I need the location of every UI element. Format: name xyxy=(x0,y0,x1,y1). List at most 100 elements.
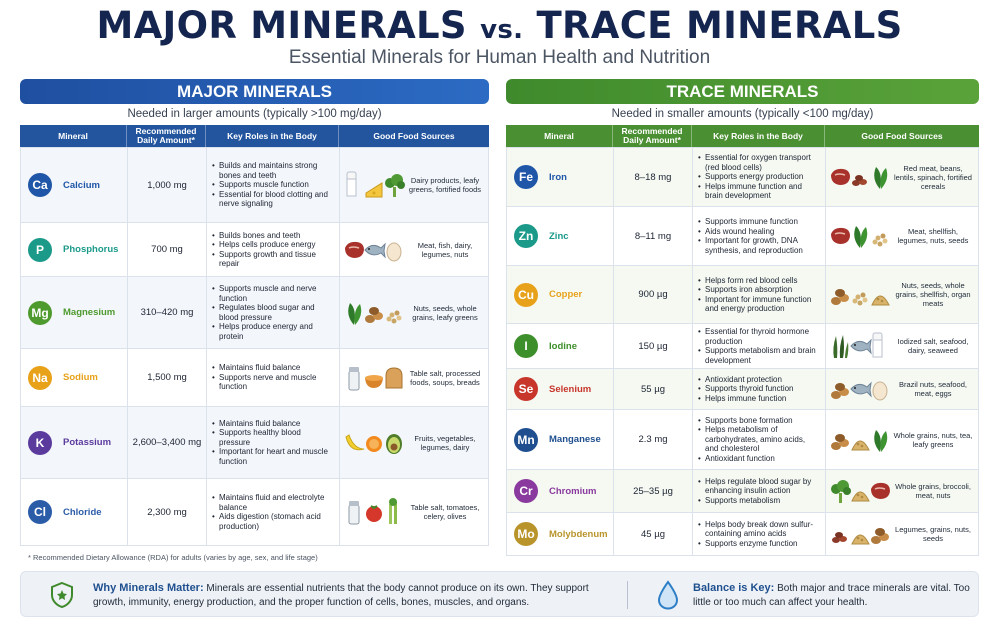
page-subtitle: Essential Minerals for Human Health and … xyxy=(288,47,711,68)
key-roles: Supports muscle and nerve functionRegula… xyxy=(207,277,340,348)
food-sources-text: Nuts, seeds, whole grains, leafy greens xyxy=(412,303,478,322)
mineral-name: Zinc xyxy=(549,230,569,242)
divider xyxy=(627,581,628,609)
col-roles: Key Roles in the Body xyxy=(206,125,339,147)
roles-list: Helps body break down sulfur-containing … xyxy=(698,520,820,549)
key-roles: Essential for thyroid hormone production… xyxy=(693,324,826,368)
key-roles: Supports immune functionAids wound heali… xyxy=(693,207,826,265)
beans-icon xyxy=(832,532,847,543)
role-item: Maintains fluid balance xyxy=(212,363,334,373)
mineral-cell: Cl Chloride xyxy=(21,479,128,545)
fish-icon xyxy=(850,381,872,398)
role-item: Supports immune function xyxy=(698,217,820,227)
daily-amount: 2.3 mg xyxy=(614,410,693,469)
element-symbol-badge: Fe xyxy=(514,165,538,189)
major-table-body: Ca Calcium 1,000 mg Builds and maintains st… xyxy=(20,147,489,546)
role-item: Essential for blood clotting and nerve s… xyxy=(212,190,334,209)
role-item: Maintains fluid and electrolyte balance xyxy=(212,493,334,512)
food-sources-text: Iodized salt, seafood, dairy, seaweed xyxy=(897,337,969,355)
key-roles: Helps form red blood cellsSupports iron … xyxy=(693,266,826,323)
spinach-icon xyxy=(348,302,362,325)
role-item: Maintains fluid balance xyxy=(212,419,334,429)
daily-amount: 1,000 mg xyxy=(128,148,207,222)
element-symbol-badge: P xyxy=(28,237,52,262)
food-sources: Table salt, processed foods, soups, brea… xyxy=(340,349,488,406)
daily-amount: 8–18 mg xyxy=(614,148,693,206)
food-sources-text: Nuts, seeds, whole grains, shellfish, or… xyxy=(895,281,971,308)
fish-icon xyxy=(364,242,386,258)
major-note: Needed in larger amounts (typically >100… xyxy=(127,108,382,120)
food-illustration xyxy=(830,277,892,313)
daily-amount: 2,300 mg xyxy=(128,479,207,545)
balance-text: Both major and trace minerals are vital.… xyxy=(693,583,970,608)
element-symbol-badge: K xyxy=(28,430,52,455)
food-illustration xyxy=(830,473,892,509)
mineral-cell: Se Selenium xyxy=(507,369,614,409)
trace-minerals-panel: TRACE MINERALS Needed in smaller amounts… xyxy=(506,79,979,556)
major-banner: MAJOR MINERALS xyxy=(20,79,489,104)
daily-amount: 2,600–3,400 mg xyxy=(128,407,207,478)
salt-icon xyxy=(348,366,360,390)
food-sources: Whole grains, nuts, tea, leafy greens xyxy=(826,410,978,469)
spinach-icon xyxy=(874,167,888,189)
daily-amount: 700 mg xyxy=(128,223,207,276)
key-roles: Essential for oxygen transport (red bloo… xyxy=(693,148,826,206)
role-item: Important for immune function and energy… xyxy=(698,295,820,314)
salt-icon xyxy=(348,501,360,525)
avocado-icon xyxy=(386,433,402,454)
mineral-name: Chromium xyxy=(549,485,597,497)
role-item: Supports muscle function xyxy=(212,180,334,190)
mineral-cell: Ca Calcium xyxy=(21,148,128,222)
role-item: Supports energy production xyxy=(698,172,820,182)
spinach-icon xyxy=(854,226,868,248)
role-item: Supports bone formation xyxy=(698,416,820,426)
food-illustration xyxy=(830,516,892,552)
role-item: Supports thyroid function xyxy=(698,384,794,394)
milk-icon xyxy=(872,332,883,358)
mineral-cell: P Phosphorus xyxy=(21,223,128,276)
why-minerals-matter: Why Minerals Matter: Minerals are essent… xyxy=(93,581,623,610)
key-roles: Builds and maintains strong bones and te… xyxy=(207,148,340,222)
food-sources: Nuts, seeds, whole grains, leafy greens xyxy=(340,277,488,348)
role-item: Helps immune function and brain developm… xyxy=(698,182,820,201)
broccoli-icon xyxy=(385,174,405,197)
mineral-cell: Cu Copper xyxy=(507,266,614,323)
table-row: Cr Chromium 25–35 µg Helps regulate blood s… xyxy=(507,469,978,512)
role-item: Supports nerve and muscle function xyxy=(212,373,334,392)
role-item: Helps regulate blood sugar by enhancing … xyxy=(698,477,820,496)
role-item: Regulates blood sugar and blood pressure xyxy=(212,303,334,322)
nuts-icon xyxy=(831,433,849,450)
role-item: Essential for thyroid hormone production xyxy=(698,327,820,346)
col-mineral: Mineral xyxy=(506,125,613,147)
mineral-name: Magnesium xyxy=(63,307,116,318)
role-item: Aids digestion (stomach acid production) xyxy=(212,512,334,531)
roles-list: Builds bones and teethHelps cells produc… xyxy=(212,231,334,269)
meat-icon xyxy=(831,168,850,185)
nuts-icon xyxy=(365,306,383,323)
daily-amount: 25–35 µg xyxy=(614,470,693,512)
title-vs: vs. xyxy=(480,15,524,45)
food-illustration xyxy=(344,295,406,331)
food-illustration xyxy=(830,371,892,407)
roles-list: Helps form red blood cellsSupports iron … xyxy=(698,276,820,314)
role-item: Builds bones and teeth xyxy=(212,231,334,241)
broccoli-icon xyxy=(831,480,851,503)
water-drop-icon xyxy=(657,580,679,610)
food-illustration xyxy=(830,218,892,254)
role-item: Helps body break down sulfur-containing … xyxy=(698,520,820,539)
why-text: Minerals are essential nutrients that th… xyxy=(93,583,589,608)
role-item: Builds and maintains strong bones and te… xyxy=(212,161,334,180)
balance-is-key: Balance is Key: Both major and trace min… xyxy=(693,581,973,610)
trace-table-header: Mineral Recommended Daily Amount* Key Ro… xyxy=(506,125,979,147)
roles-list: Essential for oxygen transport (red bloo… xyxy=(698,153,820,201)
food-illustration xyxy=(344,494,406,530)
fish-icon xyxy=(850,338,872,355)
tomato-icon xyxy=(366,505,382,522)
meat-icon xyxy=(871,482,890,499)
element-symbol-badge: Cl xyxy=(28,500,52,524)
